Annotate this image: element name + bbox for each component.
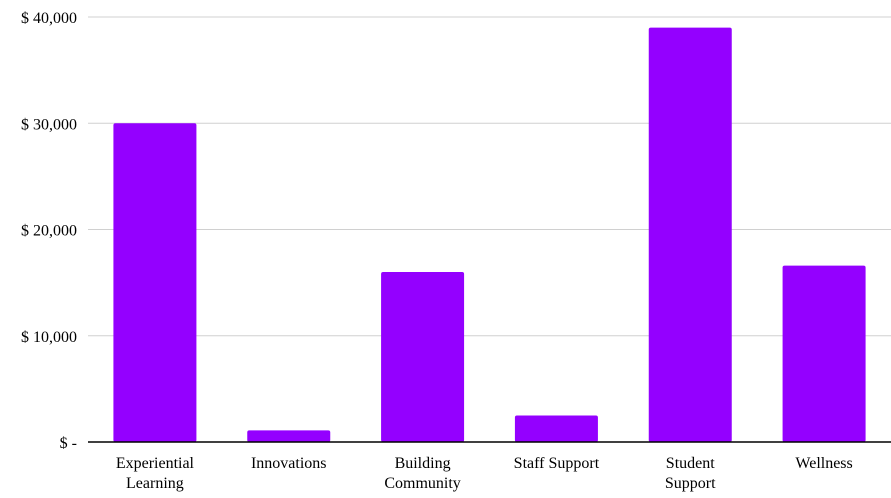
- x-tick-label: Experiential Learning: [116, 455, 195, 492]
- y-tick-label: $ 20,000: [21, 223, 77, 240]
- y-tick-label: $ 30,000: [21, 116, 77, 133]
- bar: [381, 272, 465, 442]
- y-tick-label: $ -: [60, 435, 77, 452]
- x-tick-label-line: Student: [666, 455, 715, 472]
- bars: [113, 27, 866, 442]
- bar: [648, 27, 732, 442]
- bar: [514, 415, 598, 442]
- x-tick-label: Wellness: [795, 455, 852, 472]
- x-tick-label-line: Learning: [126, 475, 184, 492]
- bar: [113, 123, 197, 442]
- x-tick-label: Innovations: [251, 455, 327, 472]
- x-tick-label-line: Community: [384, 475, 460, 492]
- x-tick-label-line: Support: [665, 475, 716, 492]
- x-tick-label-line: Wellness: [795, 455, 852, 472]
- x-tick-label: Building Community: [384, 455, 460, 492]
- y-tick-label: $ 40,000: [21, 10, 77, 27]
- x-tick-label: Staff Support: [514, 455, 600, 472]
- gridlines: [88, 16, 891, 337]
- x-tick-label-line: Building: [395, 455, 451, 472]
- bar: [247, 430, 331, 442]
- bar: [782, 265, 866, 442]
- x-tick-label: Student Support: [665, 455, 716, 492]
- y-axis-tick-labels: $ - $ 10,000 $ 20,000 $ 30,000 $ 40,000: [21, 10, 77, 452]
- y-tick-label: $ 10,000: [21, 329, 77, 346]
- x-tick-label-line: Innovations: [251, 455, 327, 472]
- x-tick-label-line: Experiential: [116, 455, 195, 472]
- x-tick-label-line: Staff Support: [514, 455, 600, 472]
- x-axis-tick-labels: Experiential Learning Innovations Building C…: [116, 455, 853, 492]
